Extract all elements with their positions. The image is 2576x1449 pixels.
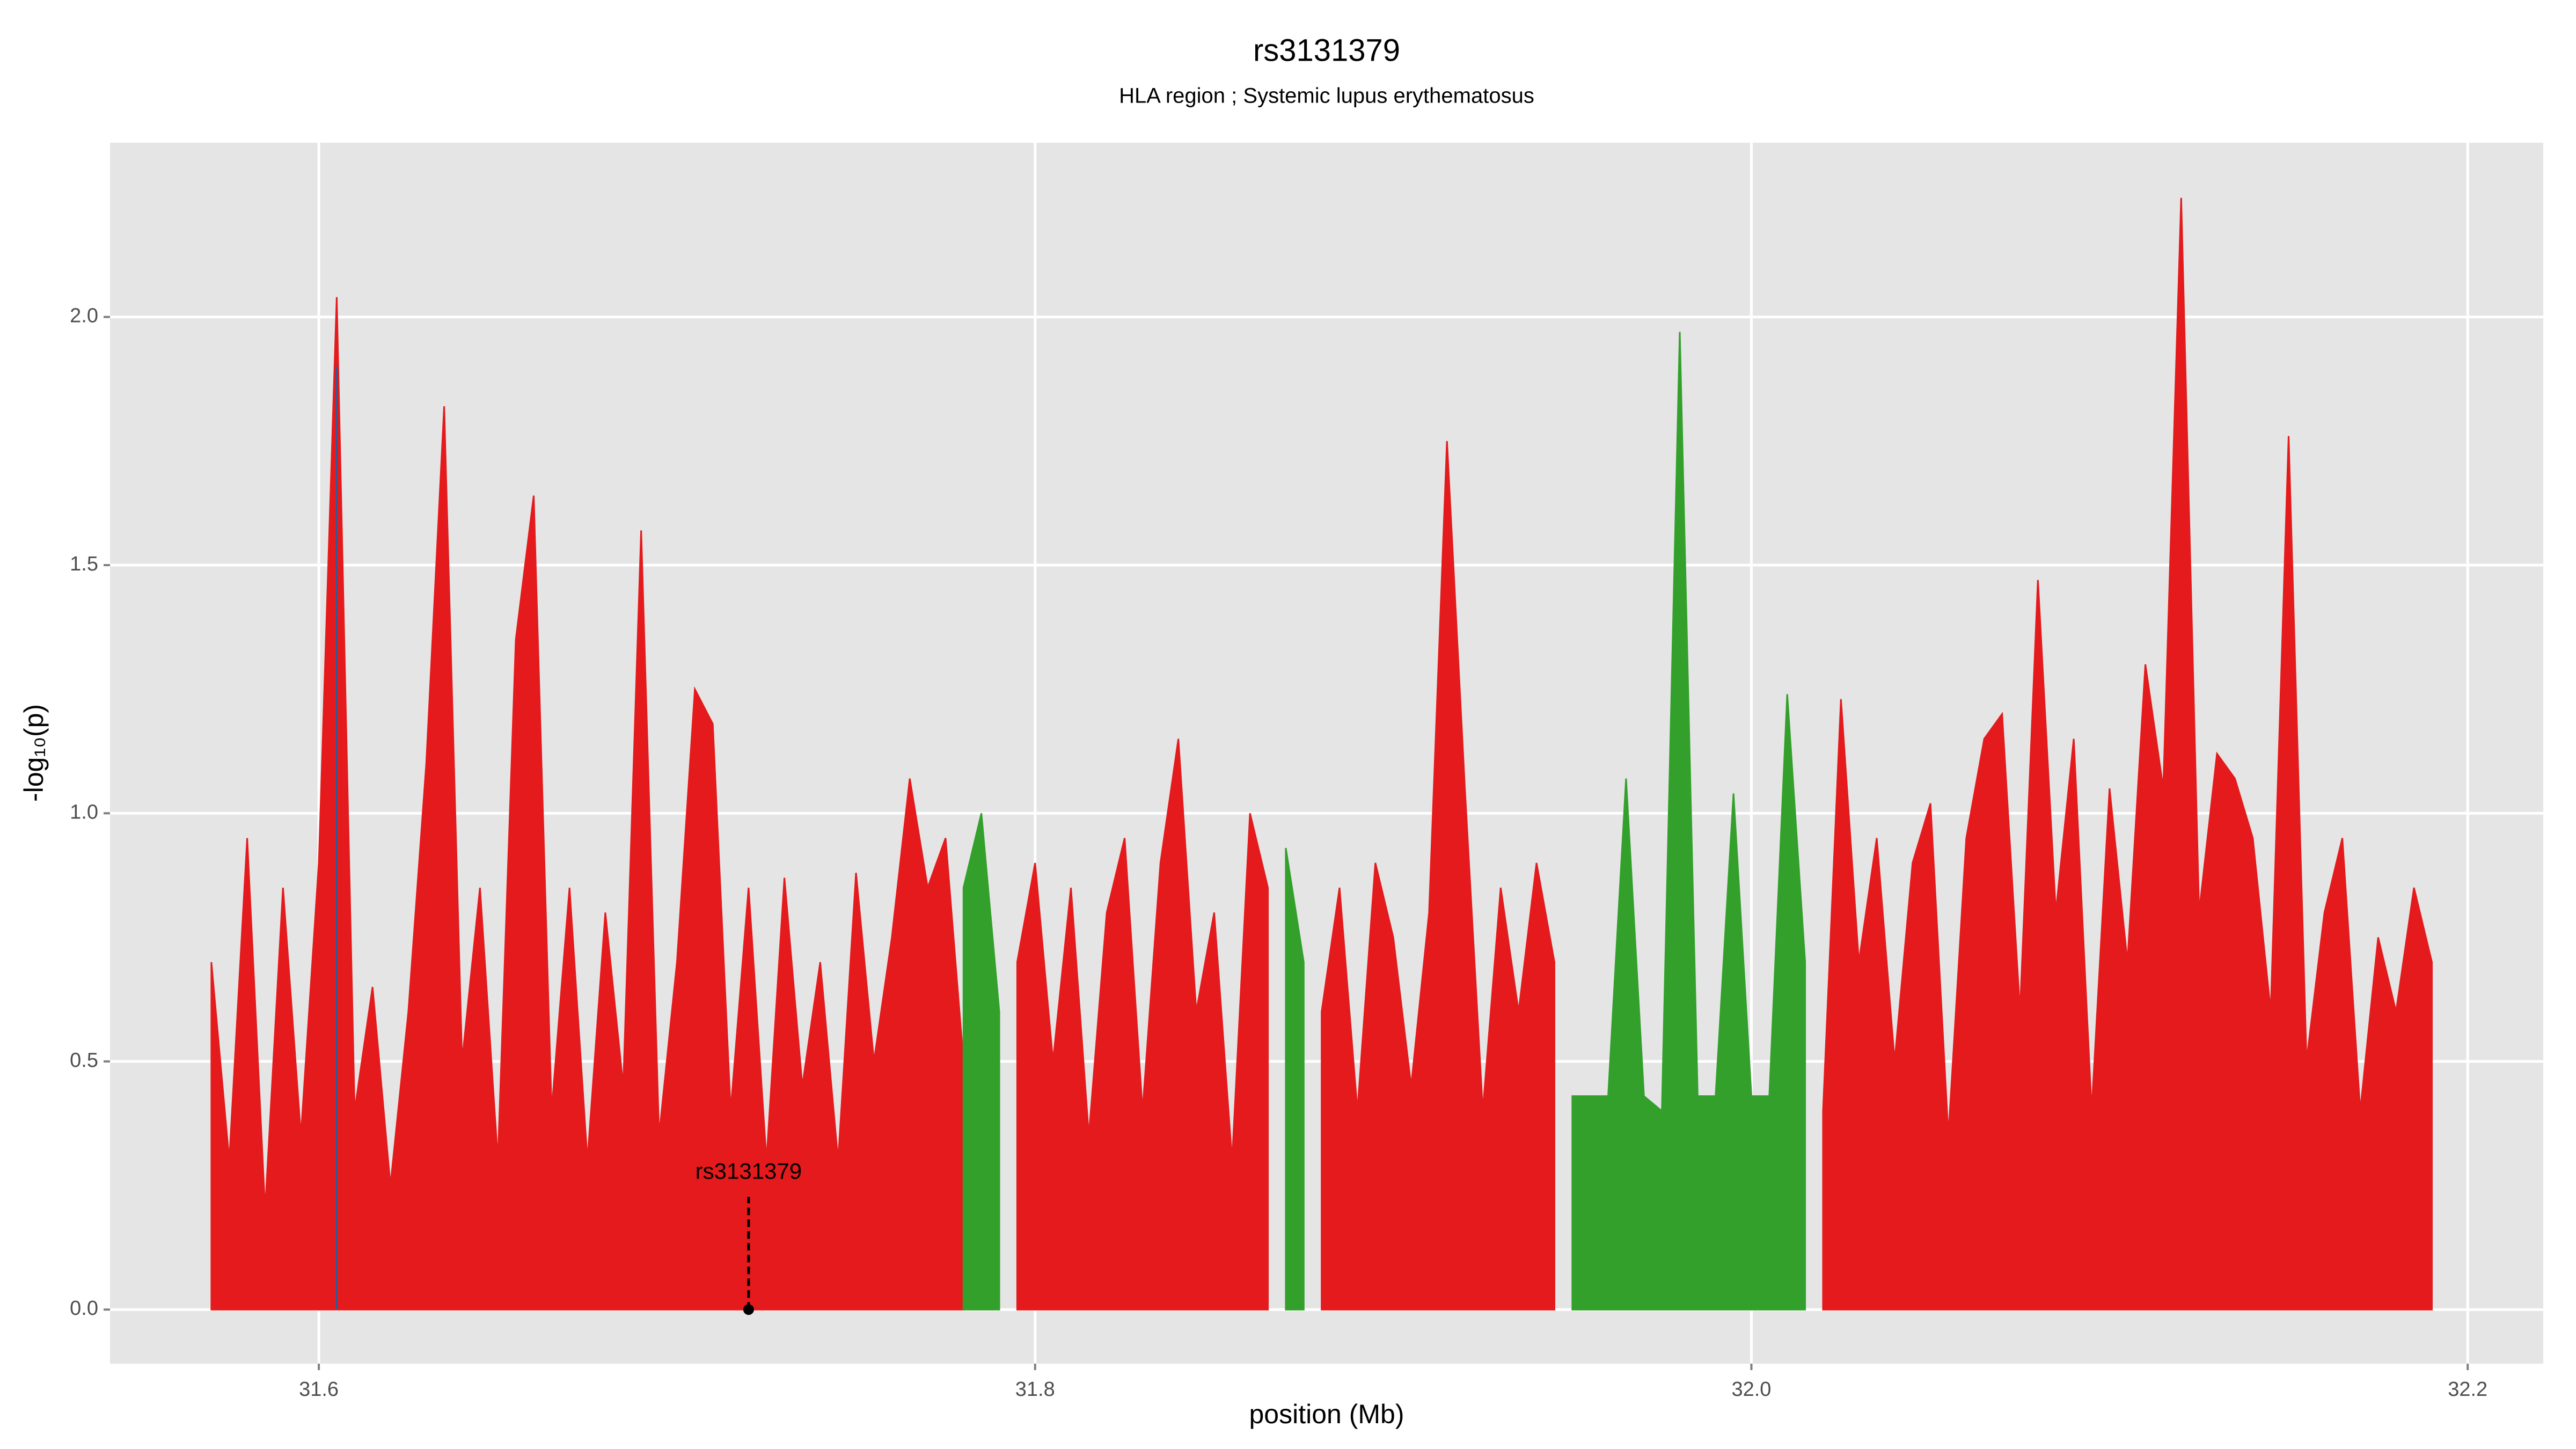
area	[210, 297, 964, 1311]
area	[1822, 197, 2433, 1311]
area	[1321, 441, 1555, 1311]
y-tick-label: 0.5	[70, 1049, 98, 1072]
annotation-point	[743, 1304, 754, 1315]
y-tick-label: 1.5	[70, 553, 98, 575]
x-tick-label: 32.0	[1731, 1378, 1771, 1401]
area	[1285, 847, 1305, 1311]
y-axis-label: -log₁₀(p)	[19, 704, 49, 802]
area	[962, 813, 1000, 1311]
x-axis-label: position (Mb)	[1249, 1399, 1404, 1429]
x-tick-label: 32.2	[2448, 1378, 2487, 1401]
x-tick-label: 31.8	[1015, 1378, 1055, 1401]
area	[1571, 332, 1806, 1311]
chart-title: rs3131379	[1253, 33, 1400, 68]
chart-subtitle: HLA region ; Systemic lupus erythematosu…	[1119, 84, 1534, 108]
area	[1016, 738, 1269, 1311]
y-tick-label: 2.0	[70, 305, 98, 327]
y-tick-label: 1.0	[70, 801, 98, 823]
x-tick-label: 31.6	[299, 1378, 339, 1401]
y-tick-label: 0.0	[70, 1297, 98, 1320]
annotation-label: rs3131379	[696, 1158, 802, 1183]
